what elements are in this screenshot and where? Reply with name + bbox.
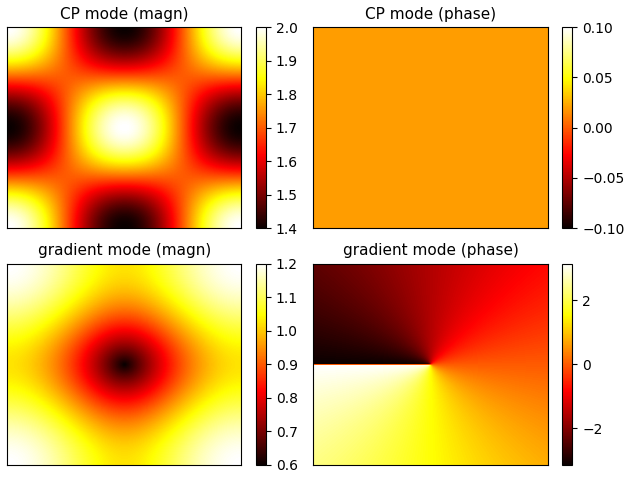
Title: CP mode (magn): CP mode (magn) [60,7,188,22]
Title: CP mode (phase): CP mode (phase) [365,7,496,22]
Title: gradient mode (magn): gradient mode (magn) [38,243,211,258]
Title: gradient mode (phase): gradient mode (phase) [342,243,518,258]
